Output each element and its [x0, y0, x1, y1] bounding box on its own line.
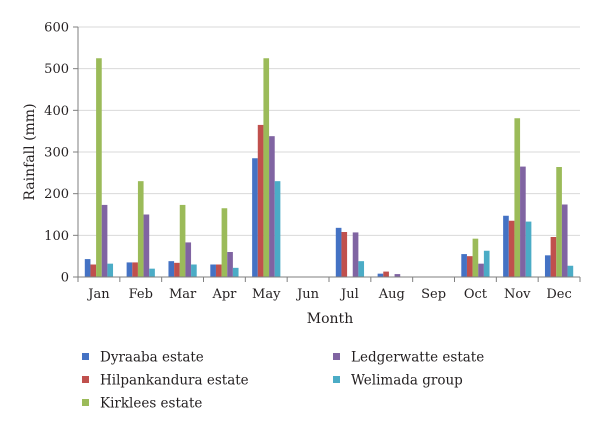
- bar: [544, 255, 551, 277]
- bar: [466, 256, 473, 277]
- x-tick-label: Feb: [129, 287, 153, 302]
- x-tick-label: Nov: [504, 287, 531, 302]
- bar: [257, 124, 264, 278]
- x-tick-labels: Jan Feb Mar Apr May Jun Jul Aug Sep Oct Nov Dec: [86, 287, 572, 302]
- x-tick-label: May: [252, 287, 281, 302]
- legend-entry: Kirklees estate: [100, 396, 202, 412]
- y-tick-label: 500: [44, 62, 69, 77]
- legend: Dyraaba estate Hilpankandura estate Kirkle…: [82, 350, 484, 412]
- bar: [520, 166, 526, 277]
- bar: [179, 204, 186, 277]
- bar: [525, 221, 532, 277]
- bar: [191, 264, 197, 277]
- legend-entry: Dyraaba estate: [100, 350, 204, 366]
- bar: [263, 58, 270, 277]
- y-tick-label: 0: [61, 271, 69, 286]
- y-tick-labels: 0 100 200 300 400 500 600: [44, 21, 69, 286]
- legend-swatch: [82, 399, 89, 406]
- y-tick-label: 200: [44, 187, 69, 202]
- legend-swatch: [82, 376, 89, 383]
- x-tick-label: Jul: [339, 287, 359, 302]
- legend-swatch: [333, 353, 340, 360]
- bar: [269, 136, 275, 277]
- bar: [174, 262, 180, 277]
- legend-entry: Welimada group: [351, 373, 463, 389]
- gridlines: [78, 26, 580, 278]
- bar: [210, 264, 216, 277]
- y-tick-label: 300: [44, 146, 69, 161]
- x-tick-label: Mar: [169, 287, 197, 302]
- bar: [508, 220, 515, 277]
- bar: [107, 263, 114, 277]
- y-tick-label: 100: [44, 229, 69, 244]
- bar: [383, 271, 389, 277]
- y-tick-label: 400: [44, 104, 69, 119]
- bar: [168, 261, 175, 277]
- y-axis-title: Rainfall (mm): [22, 103, 38, 200]
- bars: [84, 58, 574, 278]
- bar: [90, 264, 97, 277]
- bar: [126, 262, 133, 277]
- axes: [73, 26, 581, 282]
- legend-swatch: [333, 376, 340, 383]
- bar: [377, 273, 384, 277]
- legend-entry: Hilpankandura estate: [100, 373, 249, 389]
- x-tick-label: Aug: [378, 287, 405, 302]
- bar: [483, 250, 490, 277]
- bar: [567, 265, 574, 277]
- bar: [556, 167, 562, 277]
- bar: [137, 181, 144, 277]
- bar: [221, 208, 228, 277]
- bar: [341, 232, 348, 277]
- y-tick-label: 600: [44, 21, 69, 36]
- bar: [132, 262, 138, 277]
- bar: [478, 263, 484, 277]
- bar: [358, 261, 365, 277]
- x-tick-label: Apr: [211, 287, 237, 302]
- legend-swatch: [82, 353, 89, 360]
- legend-entry: Ledgerwatte estate: [351, 350, 484, 366]
- x-tick-label: Jun: [295, 287, 320, 302]
- bar: [215, 264, 222, 277]
- bar: [472, 238, 479, 277]
- bar: [227, 252, 233, 277]
- bar: [514, 118, 521, 277]
- bar: [96, 58, 102, 277]
- x-tick-label: Dec: [546, 287, 571, 302]
- bar: [252, 158, 258, 277]
- bar: [274, 181, 281, 277]
- bar: [101, 204, 108, 277]
- bar: [143, 214, 150, 277]
- bar: [84, 259, 91, 277]
- bar: [550, 237, 557, 277]
- x-tick-label: Sep: [421, 287, 446, 302]
- bar: [503, 215, 509, 277]
- bar: [185, 242, 192, 277]
- x-axis-title: Month: [307, 311, 353, 327]
- x-tick-label: Jan: [86, 287, 110, 302]
- x-tick-label: Oct: [464, 287, 488, 302]
- bar: [352, 232, 359, 277]
- bar: [232, 267, 239, 277]
- bar: [561, 204, 568, 277]
- bar: [394, 274, 401, 277]
- bar: [149, 268, 155, 277]
- bar: [335, 227, 342, 277]
- bar: [461, 254, 467, 277]
